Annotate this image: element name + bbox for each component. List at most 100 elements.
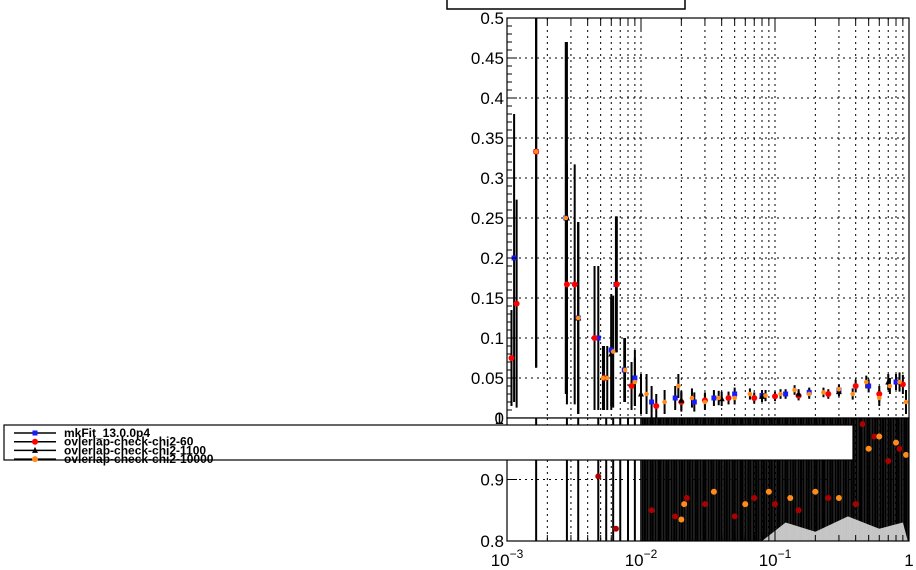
data-point: [653, 403, 660, 409]
ratio-data-point: [731, 513, 738, 520]
x-tick-exponent: −2: [644, 547, 658, 561]
data-point: [711, 395, 717, 401]
x-tick-exponent: −3: [510, 547, 524, 561]
data-point: [691, 399, 697, 405]
ratio-frame: [506, 417, 910, 542]
ratio-data-point: [710, 488, 717, 495]
x-tick-base: 1: [904, 551, 913, 570]
data-point: [863, 379, 869, 385]
legend-entry: ovlerlap-check-chi2-60: [14, 435, 194, 449]
ratio-data-point: [678, 516, 685, 523]
y-tick-label: 0.3: [480, 169, 504, 188]
ratio-data-point: [871, 433, 878, 440]
ratio-data-point: [612, 525, 619, 532]
y-tick-label: 0: [495, 409, 504, 428]
ratio-data-point: [876, 433, 883, 440]
data-point: [732, 395, 737, 401]
legend-label: mkFit_13.0.0p4: [64, 426, 150, 440]
data-point: [772, 393, 778, 400]
x-tick-base: 10: [759, 551, 778, 570]
data-point: [866, 383, 872, 389]
data-point: [533, 149, 539, 154]
ratio-data-point: [825, 494, 832, 501]
y-tick-label: 0.15: [471, 289, 504, 308]
data-point: [632, 379, 638, 385]
data-point: [678, 396, 685, 403]
data-point: [644, 391, 649, 397]
main-data-points: [508, 18, 909, 418]
data-point: [622, 367, 628, 373]
data-point: [608, 350, 615, 357]
data-point: [513, 300, 520, 307]
data-point: [806, 391, 812, 397]
legend-marker-icon: [32, 430, 38, 436]
ratio-data-point: [795, 507, 802, 514]
legend-marker-icon: [32, 456, 38, 463]
ratio-y-tick-label: 1: [495, 409, 504, 428]
ratio-y-tick-label: 0.9: [480, 471, 504, 490]
data-point: [903, 399, 909, 405]
data-point: [747, 391, 753, 397]
data-point: [662, 399, 667, 405]
data-point: [702, 399, 708, 405]
y-tick-label: 0.05: [471, 369, 504, 388]
x-tick-label: 10−3: [491, 547, 524, 570]
ratio-data-point: [672, 513, 679, 520]
data-point: [836, 386, 842, 392]
data-point: [876, 395, 882, 401]
ratio-data-point: [595, 473, 602, 480]
x-axis: 10−3 10−2 10−1 1: [491, 18, 914, 570]
ratio-data-point: [835, 494, 842, 501]
data-point: [591, 335, 598, 341]
data-point: [676, 383, 681, 389]
ratio-band: [762, 516, 908, 541]
data-point: [778, 391, 783, 397]
data-point: [571, 281, 578, 288]
data-point: [732, 391, 738, 397]
x-tick-label: 10−1: [759, 547, 792, 570]
data-point: [825, 391, 832, 397]
ratio-data-points: [535, 418, 910, 541]
y-tick-label: 0.5: [480, 9, 504, 28]
ratio-data-point: [812, 488, 819, 495]
ratio-data-point: [681, 501, 688, 508]
data-point: [795, 390, 802, 397]
data-point: [751, 395, 758, 401]
legend-marker-icon: [32, 446, 38, 453]
data-point: [689, 395, 695, 401]
data-point: [759, 392, 766, 399]
y-tick-label: 0.45: [471, 49, 504, 68]
data-point: [672, 395, 678, 401]
data-point: [600, 375, 606, 381]
data-point: [821, 390, 826, 395]
data-point: [792, 387, 797, 393]
data-point: [613, 281, 620, 288]
data-point: [563, 281, 570, 288]
ratio-data-point: [751, 494, 758, 501]
data-point: [575, 315, 581, 321]
data-point: [595, 335, 601, 341]
data-point: [783, 391, 789, 397]
ratio-data-point: [859, 421, 866, 428]
y-tick-label: 0.1: [480, 329, 504, 348]
data-point: [563, 215, 569, 221]
y-tick-label: 0.35: [471, 129, 504, 148]
legend-marker-icon: [32, 438, 38, 445]
data-point: [508, 355, 515, 361]
data-point: [893, 379, 899, 385]
data-point: [897, 379, 902, 385]
data-point: [608, 347, 614, 353]
x-tick-label: 10−2: [625, 547, 658, 570]
legend-label: ovlerlap-check-chi2-60: [64, 435, 194, 449]
legend-box: [3, 424, 854, 461]
data-point: [716, 395, 721, 401]
title-box: [446, 0, 686, 10]
legend-label: ovlerlap-check-chi2-10000: [64, 452, 214, 466]
ratio-data-point: [683, 494, 690, 501]
data-point: [876, 391, 883, 397]
data-point: [610, 349, 616, 354]
data-point: [628, 383, 635, 389]
ratio-data-point: [896, 445, 903, 452]
ratio-data-point: [885, 458, 892, 465]
